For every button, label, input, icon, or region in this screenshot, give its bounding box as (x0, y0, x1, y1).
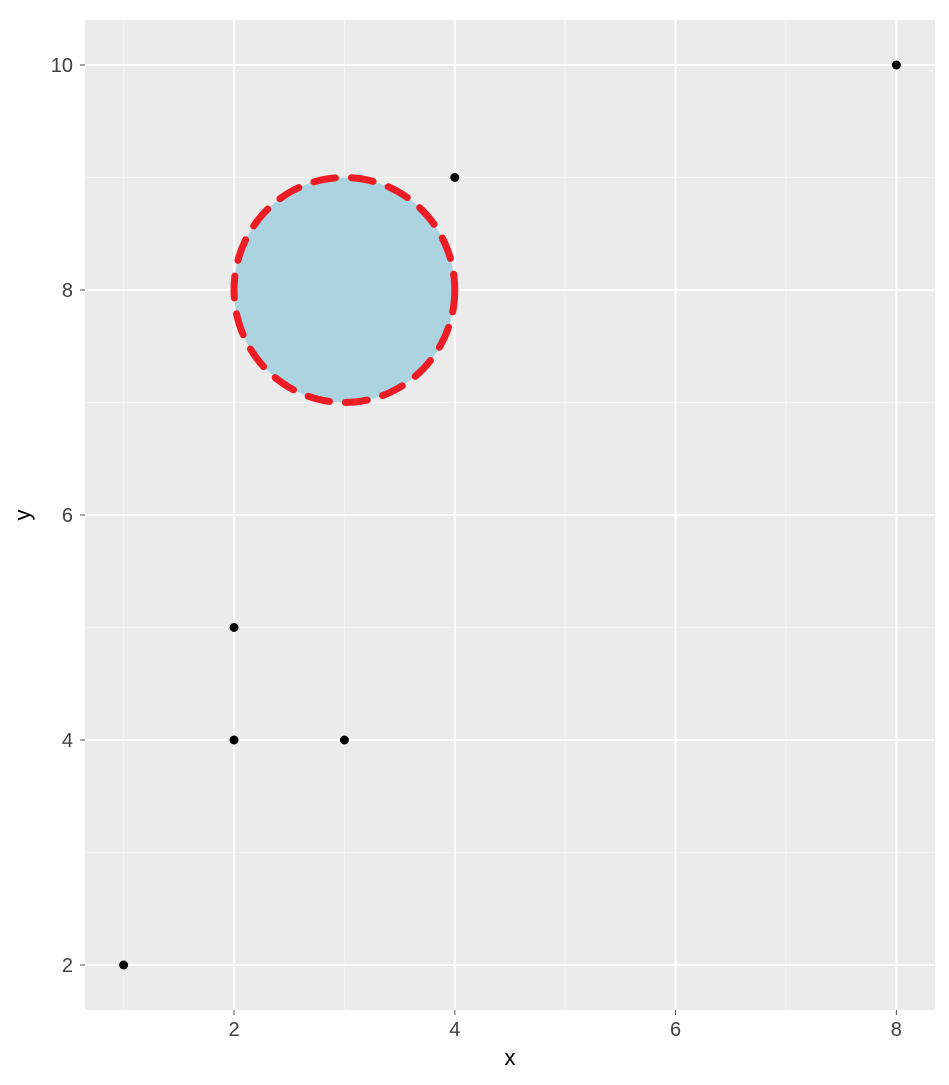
annotation-circle (234, 178, 455, 403)
scatter-chart: 2 4 6 8 2 4 6 8 10 x y (0, 0, 949, 1085)
y-tick-label: 4 (62, 730, 73, 752)
scatter-point (892, 61, 901, 70)
y-tick-label: 8 (62, 280, 73, 302)
x-tick-label: 2 (228, 1019, 239, 1041)
y-tick-label: 10 (51, 55, 73, 77)
scatter-point (230, 736, 239, 745)
scatter-point (119, 961, 128, 970)
x-tick-label: 6 (670, 1019, 681, 1041)
y-tick-label: 6 (62, 505, 73, 527)
y-axis-title: y (10, 510, 35, 521)
scatter-point (340, 736, 349, 745)
chart-svg: 2 4 6 8 2 4 6 8 10 x y (0, 0, 949, 1085)
scatter-point (230, 623, 239, 632)
x-axis-title: x (505, 1045, 516, 1070)
y-tick-label: 2 (62, 955, 73, 977)
x-tick-label: 8 (891, 1019, 902, 1041)
x-tick-label: 4 (449, 1019, 460, 1041)
scatter-point (450, 173, 459, 182)
